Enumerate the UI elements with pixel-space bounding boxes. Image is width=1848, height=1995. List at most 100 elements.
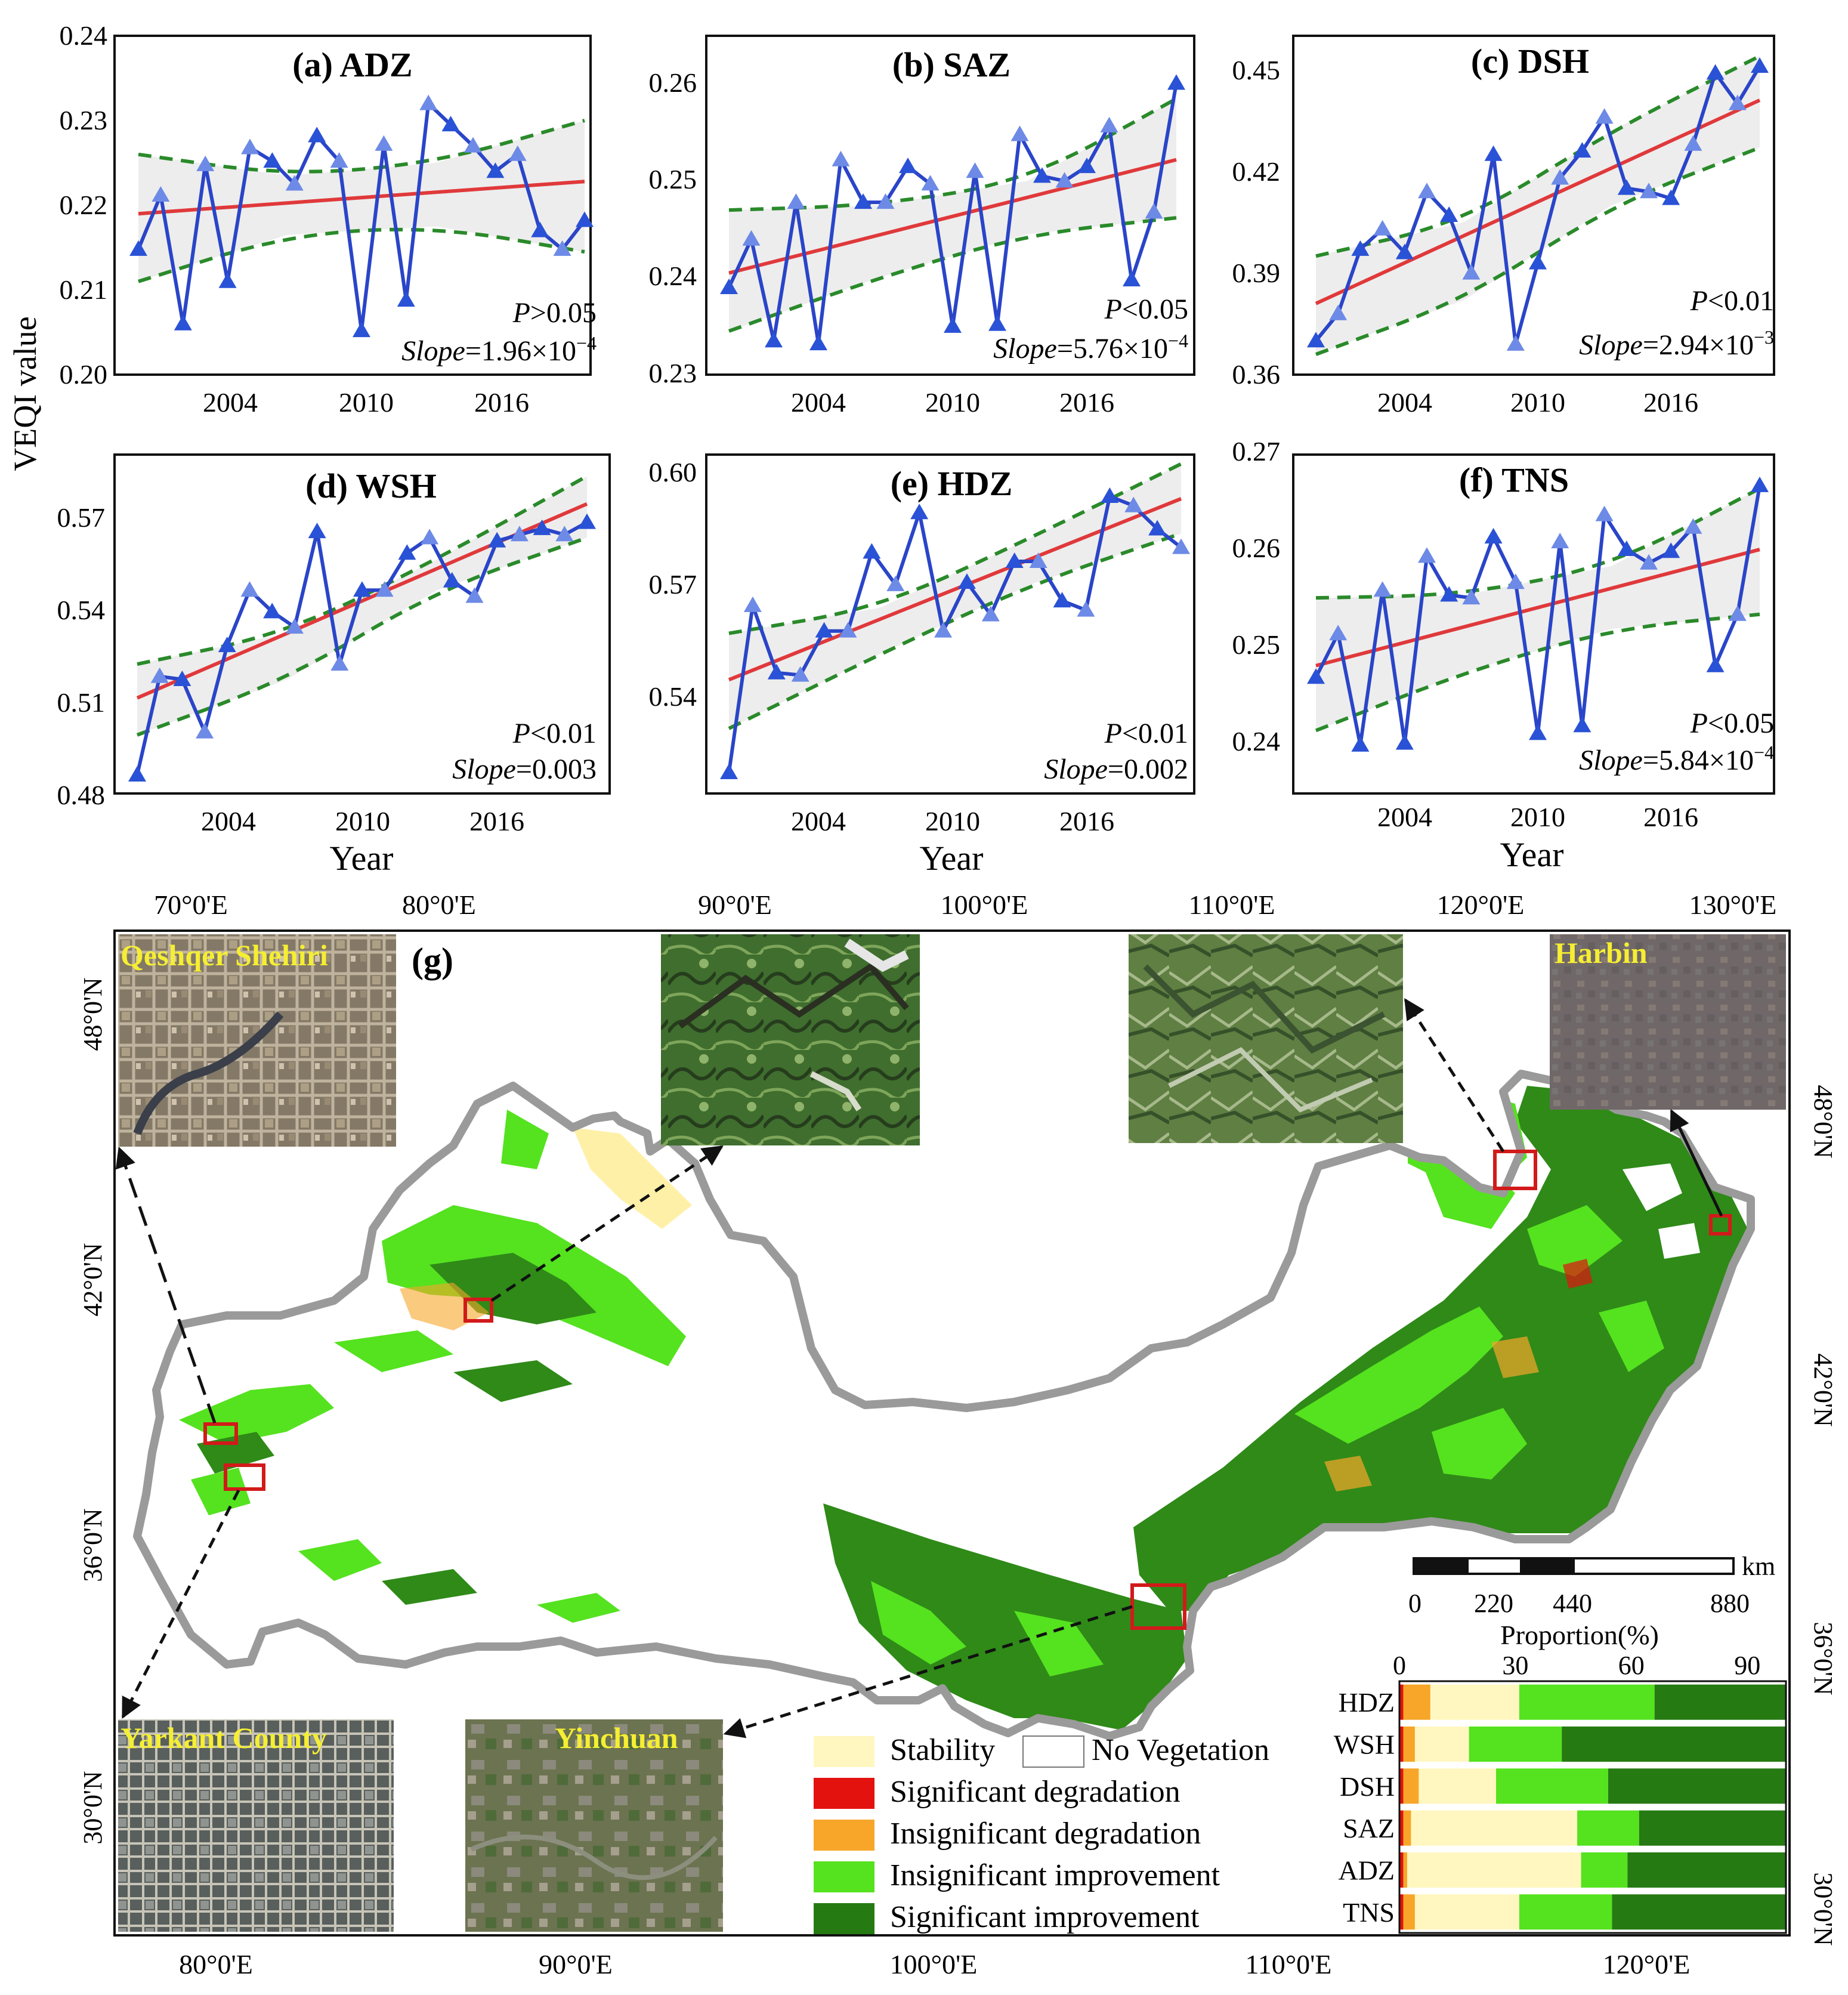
data-point — [1100, 116, 1118, 132]
data-point — [241, 138, 259, 155]
panel-f-xtick: 2016 — [1643, 802, 1698, 832]
data-point — [465, 587, 484, 603]
data-point — [531, 221, 549, 237]
chart-marks — [128, 54, 1769, 782]
data-point — [1101, 487, 1119, 504]
panel-f-title: (f) TNS — [1459, 461, 1569, 499]
data-point — [285, 618, 304, 634]
location-box-yarkant — [224, 1463, 265, 1491]
data-point — [1728, 605, 1747, 621]
panel-a-title: (a) ADZ — [292, 45, 412, 84]
data-point — [765, 332, 783, 348]
data-point — [353, 581, 371, 597]
proportion-title: Proportion(%) — [1500, 1620, 1659, 1650]
lon-label: 80°0'E — [179, 1949, 253, 1979]
data-point — [863, 543, 881, 559]
data-point — [1033, 167, 1051, 183]
scale-tick: 220 — [1474, 1589, 1513, 1618]
legend-swatch-sig-imp — [814, 1903, 874, 1934]
data-point — [196, 722, 214, 739]
proportion-category-label: ADZ — [1338, 1855, 1395, 1886]
lat-label: 36°0'N — [1809, 1622, 1838, 1695]
data-point — [921, 175, 940, 191]
panel-e-xtick: 2010 — [925, 806, 980, 836]
data-point — [129, 240, 147, 256]
panel-d-title: (d) WSH — [305, 467, 437, 505]
proportion-bar-segment — [1519, 1894, 1612, 1930]
proportion-bar-segment — [1496, 1768, 1608, 1804]
trend-line — [1315, 98, 1761, 305]
data-point — [1005, 552, 1024, 568]
proportion-bar-segment — [1399, 1768, 1404, 1804]
data-point — [1418, 547, 1436, 563]
data-point — [533, 519, 551, 535]
proportion-categories: HDZ WSH DSH SAZ ADZ TNS — [1334, 1687, 1395, 1928]
data-point — [1124, 496, 1143, 512]
panel-c-xtick: 2010 — [1510, 387, 1565, 418]
proportion-bar-segment — [1403, 1684, 1430, 1720]
inset-yarkant: Yarkant County — [118, 1719, 394, 1932]
panel-b-xtick: 2016 — [1059, 387, 1114, 418]
proportion-xtick: 30 — [1502, 1651, 1528, 1680]
panel-d-yticks: 0.48 0.51 0.54 0.57 — [57, 502, 106, 810]
map-right-lat-labels: 48°0'N 42°0'N 36°0'N 30°0'N — [1809, 1085, 1838, 1945]
data-point — [981, 606, 1000, 622]
data-point — [966, 162, 984, 178]
trend-line — [728, 497, 1182, 682]
data-point — [1640, 554, 1658, 570]
panel-a-yticks: 0.20 0.21 0.22 0.23 0.24 — [60, 20, 108, 390]
panel-a-marks — [129, 94, 594, 338]
data-point — [1529, 254, 1547, 270]
data-point — [1395, 243, 1414, 260]
arrow-harbin — [1670, 1108, 1723, 1217]
data-point — [174, 314, 192, 331]
lon-label: 90°0'E — [698, 890, 772, 920]
data-point — [397, 291, 415, 307]
proportion-xtick: 90 — [1734, 1651, 1760, 1680]
data-point — [353, 322, 370, 338]
proportion-bar-segment — [1399, 1726, 1404, 1762]
proportion-bar-segment — [1414, 1726, 1469, 1762]
data-point — [1123, 270, 1141, 286]
data-point — [1640, 183, 1658, 199]
ci-upper-line — [1315, 487, 1761, 600]
data-point — [263, 152, 282, 168]
data-point — [910, 504, 929, 520]
panel-a-ytick: 0.22 — [60, 190, 108, 220]
data-point — [1010, 125, 1029, 141]
data-point — [173, 670, 191, 686]
data-point — [308, 523, 326, 539]
data-point — [1440, 586, 1458, 602]
data-point — [375, 581, 394, 597]
data-point — [1148, 520, 1167, 536]
panel-a-xtick: 2004 — [203, 387, 258, 418]
data-point — [464, 137, 482, 153]
data-point — [441, 116, 460, 132]
panel-a-ytick: 0.20 — [60, 359, 108, 390]
proportion-bar-segment — [1399, 1810, 1404, 1846]
panel-c-xtick: 2016 — [1643, 387, 1698, 418]
panel-d-xtick: 2010 — [335, 806, 390, 836]
data-point — [1077, 601, 1095, 617]
panel-d-ytick: 0.54 — [57, 595, 106, 625]
map-panel: 70°0'E 80°0'E 90°0'E 100°0'E 110°0'E 120… — [78, 890, 1838, 1979]
panel-b-xtick: 2010 — [925, 387, 980, 418]
panel-d-ytick: 0.51 — [57, 687, 106, 718]
data-point — [1053, 592, 1071, 608]
panel-c-title: (c) DSH — [1471, 42, 1589, 81]
panel-f-ytick: 0.24 — [1232, 726, 1281, 756]
data-point — [1078, 158, 1096, 174]
panel-e-ytick: 0.60 — [649, 457, 697, 487]
panel-c-ytick: 0.36 — [1232, 359, 1281, 390]
data-point — [1029, 552, 1047, 568]
data-point — [1706, 656, 1725, 672]
panel-d-ytick: 0.48 — [57, 780, 106, 810]
ci-upper-line — [137, 474, 588, 666]
panel-f-xticks: 2004 2010 2016 — [1377, 802, 1698, 832]
lon-label: 110°0'E — [1245, 1949, 1331, 1979]
panel-d-xtick: 2016 — [469, 806, 524, 836]
ci-lower-line — [1315, 146, 1761, 356]
data-point — [510, 526, 529, 542]
data-point — [791, 666, 809, 682]
data-point — [1462, 589, 1481, 605]
